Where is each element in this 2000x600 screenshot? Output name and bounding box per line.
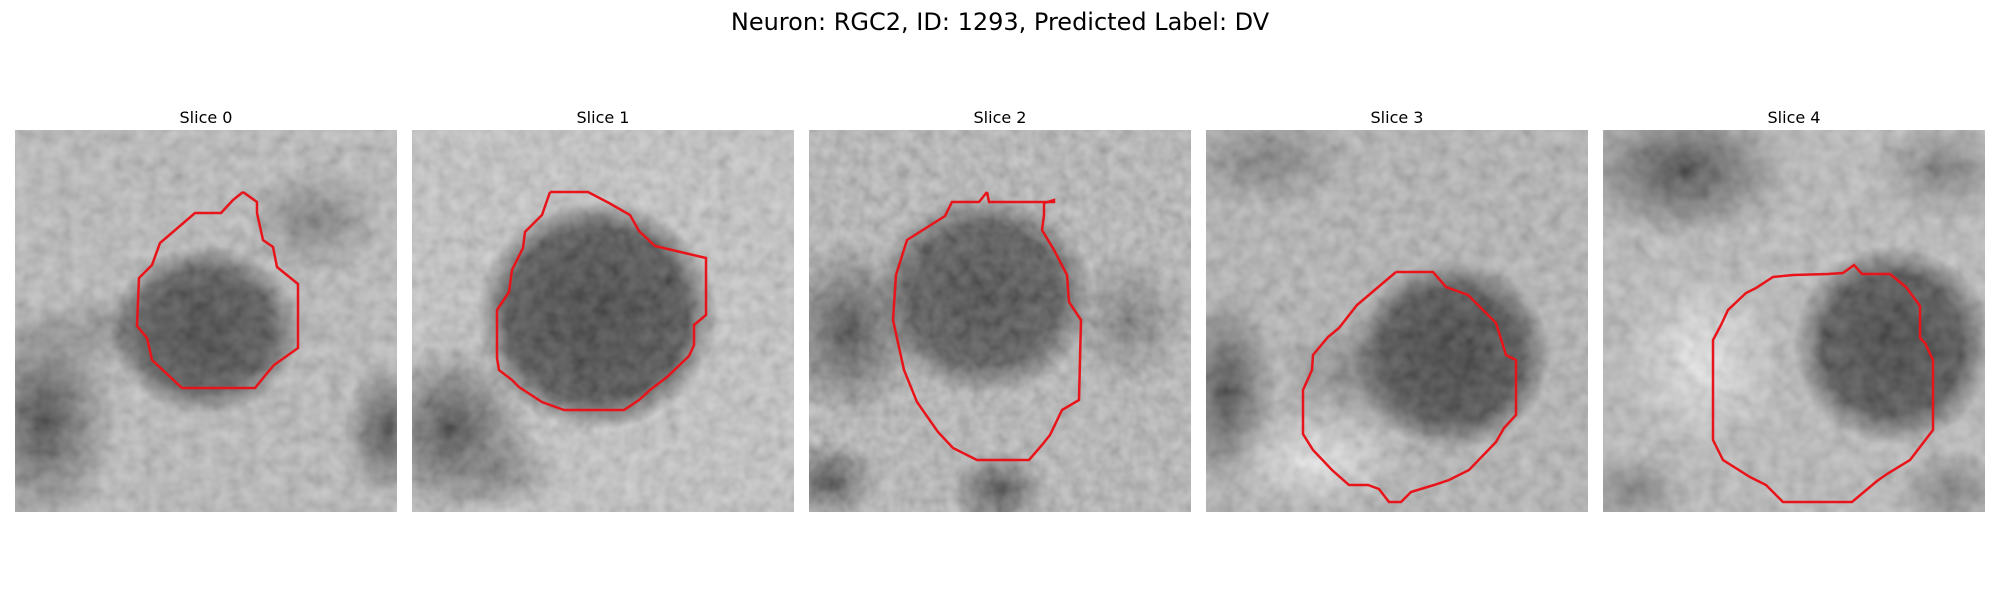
slice-panel-4: Slice 4 bbox=[1603, 106, 1985, 512]
slice-title-4: Slice 4 bbox=[1767, 108, 1821, 127]
slice-title-3: Slice 3 bbox=[1370, 108, 1424, 127]
slice-title-2: Slice 2 bbox=[973, 108, 1027, 127]
roi-contour-0 bbox=[135, 190, 300, 390]
slice-image-0 bbox=[15, 130, 397, 512]
figure-title: Neuron: RGC2, ID: 1293, Predicted Label:… bbox=[730, 8, 1270, 36]
roi-contour-4 bbox=[1711, 263, 1935, 504]
slice-image-3 bbox=[1206, 130, 1588, 512]
slice-image-1 bbox=[412, 130, 794, 512]
roi-contour-3 bbox=[1301, 270, 1518, 504]
slice-title-1: Slice 1 bbox=[576, 108, 630, 127]
slice-image-2 bbox=[809, 130, 1191, 512]
slice-panel-3: Slice 3 bbox=[1206, 106, 1588, 512]
roi-contour-1 bbox=[495, 190, 708, 412]
slice-panel-2: Slice 2 bbox=[809, 106, 1191, 512]
slice-title-0: Slice 0 bbox=[179, 108, 233, 127]
slice-panel-0: Slice 0 bbox=[15, 106, 397, 512]
slice-image-4 bbox=[1603, 130, 1985, 512]
slice-panel-1: Slice 1 bbox=[412, 106, 794, 512]
roi-contour-2 bbox=[891, 191, 1083, 462]
